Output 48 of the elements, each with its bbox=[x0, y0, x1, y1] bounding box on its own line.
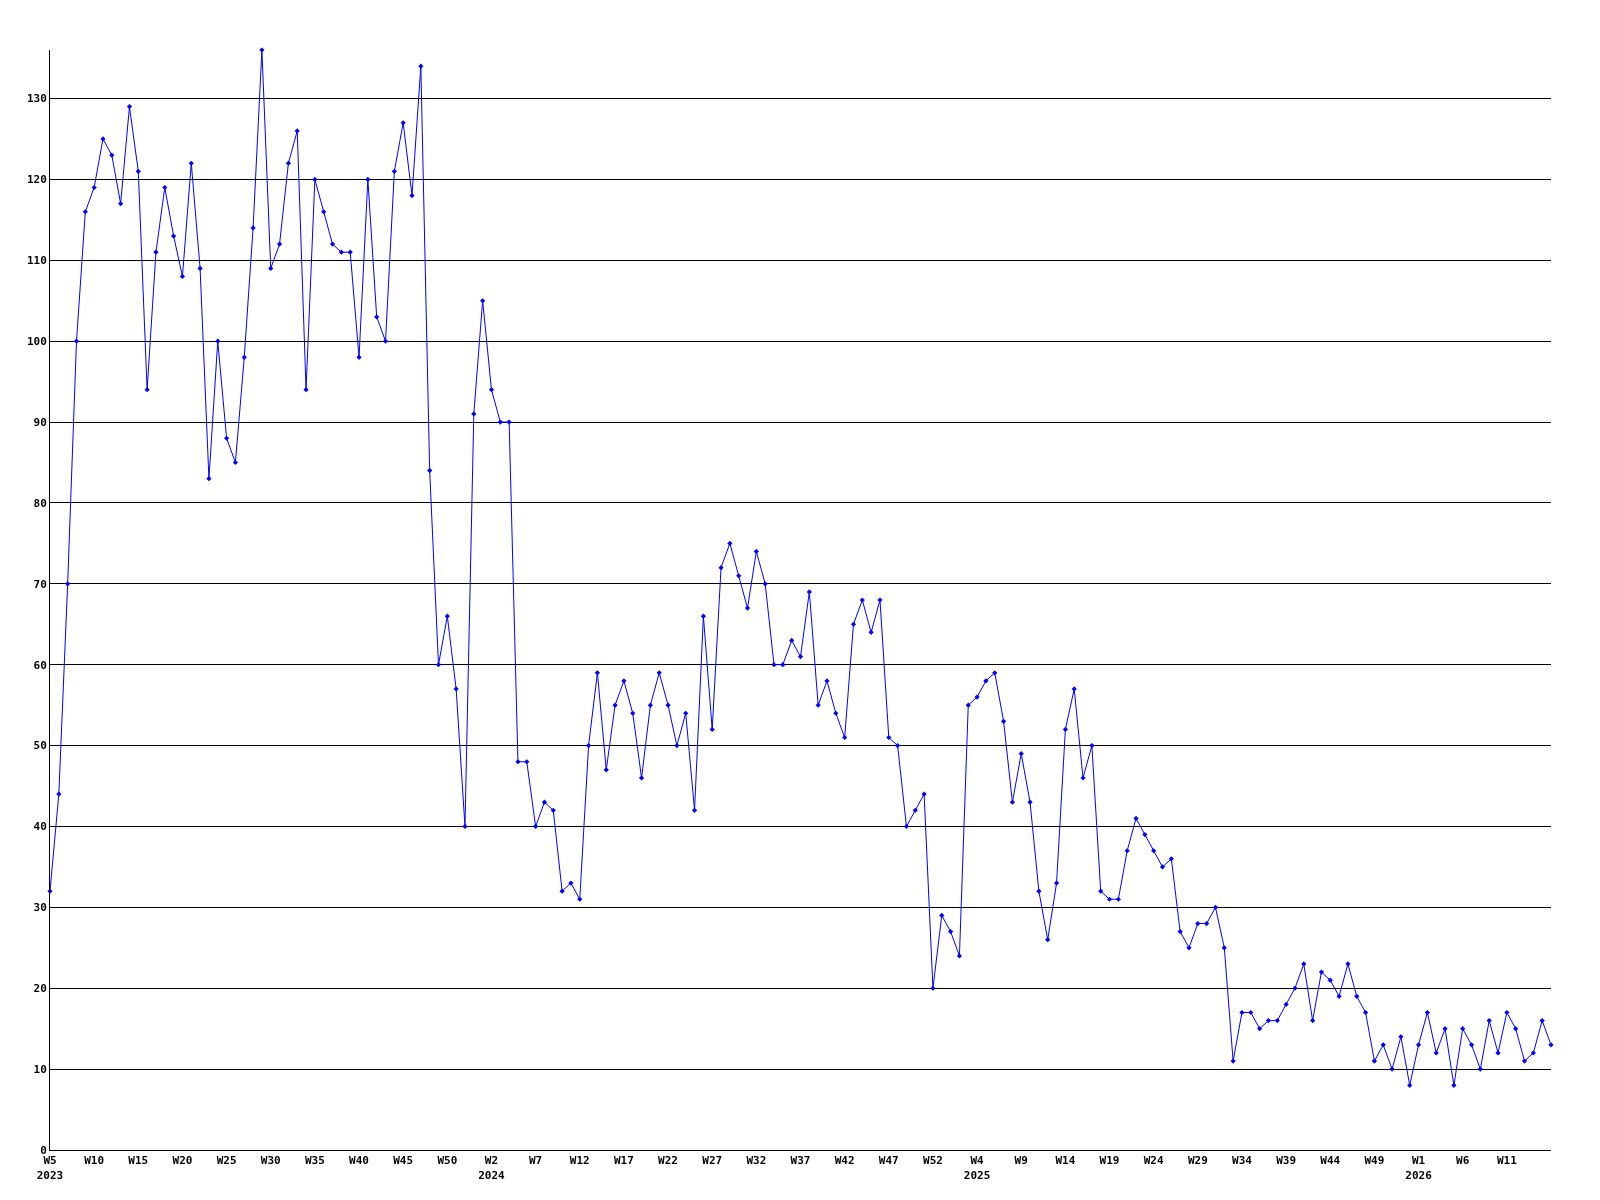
x-tick-label: W40 bbox=[349, 1154, 369, 1168]
y-tick-label: 60 bbox=[33, 658, 47, 672]
x-tick-label: W42 bbox=[834, 1154, 855, 1168]
x-tick-label: W7 bbox=[528, 1154, 543, 1168]
x-tick-label: W29 bbox=[1187, 1154, 1208, 1168]
x-tick-label: W45 bbox=[393, 1154, 414, 1168]
x-tick-label: W17 bbox=[613, 1154, 634, 1168]
y-tick-label: 80 bbox=[33, 496, 47, 510]
y-tick-label: 0 bbox=[40, 1143, 47, 1157]
x-tick-label: W12 bbox=[569, 1154, 590, 1168]
x-tick-label: W4 2025 bbox=[963, 1154, 991, 1182]
y-tick-label: 50 bbox=[33, 739, 47, 753]
y-tick-label: 130 bbox=[26, 92, 47, 106]
x-tick-label: W10 bbox=[84, 1154, 105, 1168]
x-tick-label: W24 bbox=[1143, 1154, 1164, 1168]
x-tick-label: W47 bbox=[878, 1154, 899, 1168]
y-tick-label: 20 bbox=[33, 982, 47, 996]
x-tick-label: W44 bbox=[1320, 1154, 1341, 1168]
y-tick-label: 90 bbox=[33, 415, 47, 429]
x-tick-label: W34 bbox=[1232, 1154, 1253, 1168]
x-tick-label: W5 2023 bbox=[36, 1154, 64, 1182]
x-tick-label: W50 bbox=[437, 1154, 458, 1168]
x-tick-label: W1 2026 bbox=[1405, 1154, 1433, 1182]
x-tick-label: W9 bbox=[1014, 1154, 1028, 1168]
x-tick-label: W27 bbox=[702, 1154, 723, 1168]
x-tick-label: W37 bbox=[790, 1154, 811, 1168]
y-tick-label: 120 bbox=[26, 173, 47, 187]
x-tick-label: W49 bbox=[1364, 1154, 1385, 1168]
x-tick-label: W6 bbox=[1456, 1154, 1470, 1168]
x-tick-label: W20 bbox=[172, 1154, 193, 1168]
y-tick-label: 70 bbox=[33, 577, 47, 591]
x-tick-label: W39 bbox=[1276, 1154, 1297, 1168]
x-tick-label: W32 bbox=[746, 1154, 767, 1168]
x-tick-label: W15 bbox=[128, 1154, 149, 1168]
x-tick-label: W52 bbox=[923, 1154, 943, 1168]
y-tick-label: 10 bbox=[33, 1062, 47, 1076]
x-tick-label: W14 bbox=[1055, 1154, 1076, 1168]
y-tick-label: 30 bbox=[33, 901, 47, 915]
x-tick-label: W22 bbox=[658, 1154, 678, 1168]
x-tick-label: W25 bbox=[216, 1154, 237, 1168]
x-tick-label: W11 bbox=[1496, 1154, 1518, 1168]
y-tick-label: 110 bbox=[26, 254, 47, 268]
y-tick-label: 40 bbox=[33, 820, 47, 834]
y-tick-label: 100 bbox=[26, 335, 47, 349]
x-tick-label: W35 bbox=[304, 1154, 325, 1168]
x-tick-label: W19 bbox=[1099, 1154, 1120, 1168]
x-tick-label: W30 bbox=[260, 1154, 281, 1168]
x-tick-label: W2 2024 bbox=[478, 1154, 506, 1182]
